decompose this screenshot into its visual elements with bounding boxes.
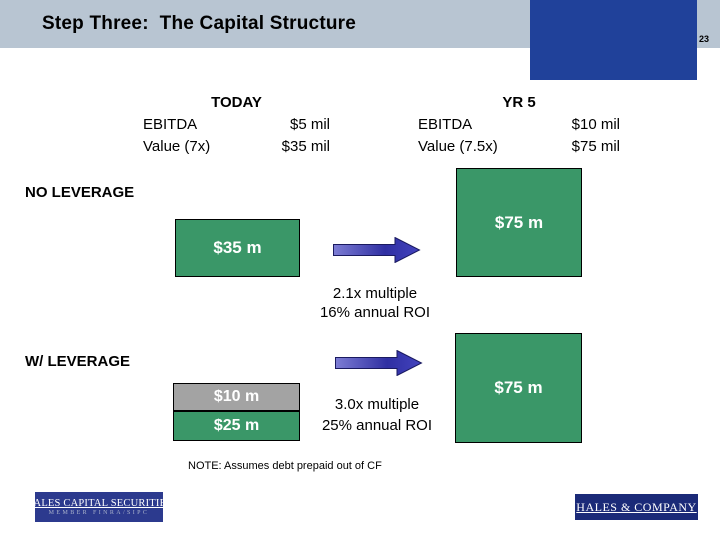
yr5-row-ebitda: EBITDA $10 mil xyxy=(418,114,620,136)
w-leverage-debt-box: $10 m xyxy=(173,383,300,411)
yr5-row-value: Value (7.5x) $75 mil xyxy=(418,136,620,158)
yr5-value-label: Value (7.5x) xyxy=(418,138,498,155)
yr5-ebitda-value: $10 mil xyxy=(571,116,620,133)
today-value-label: Value (7x) xyxy=(143,138,211,155)
growth-arrow-icon xyxy=(333,237,421,263)
w-leverage-end-box: $75 m xyxy=(455,333,582,443)
right-logo-title: HALES & COMPANY xyxy=(576,499,697,514)
w-leverage-heading: W/ LEVERAGE xyxy=(25,353,131,370)
page-number: 23 xyxy=(699,34,710,44)
no-leverage-returns: 2.1x multiple 16% annual ROI xyxy=(280,284,470,322)
footnote: NOTE: Assumes debt prepaid out of CF xyxy=(188,460,382,472)
left-logo-subtitle: MEMBER FINRA/SIPC xyxy=(48,510,150,516)
growth-arrow-icon xyxy=(335,350,423,376)
yr5-value-value: $75 mil xyxy=(571,138,620,155)
yr5-ebitda-label: EBITDA xyxy=(418,116,473,133)
today-ebitda-value: $5 mil xyxy=(289,116,330,133)
yr5-heading: YR 5 xyxy=(502,94,536,111)
slide-title: Step Three: The Capital Structure xyxy=(42,13,357,34)
w-leverage-equity-box: $25 m xyxy=(173,411,300,441)
no-leverage-roi: 16% annual ROI xyxy=(319,304,431,321)
no-leverage-start-value: $35 m xyxy=(213,238,262,257)
w-leverage-returns: 3.0x multiple 25% annual ROI xyxy=(282,394,472,436)
yr5-column: YR 5 EBITDA $10 mil Value (7.5x) $75 mil xyxy=(418,92,620,158)
w-leverage-end-value: $75 m xyxy=(494,378,543,397)
no-leverage-heading: NO LEVERAGE xyxy=(25,184,135,201)
w-leverage-multiple: 3.0x multiple xyxy=(334,396,420,413)
no-leverage-end-box: $75 m xyxy=(456,168,582,277)
no-leverage-end-value: $75 m xyxy=(494,212,544,232)
today-heading: TODAY xyxy=(211,94,262,111)
left-logo-title: HALES CAPITAL SECURITIES xyxy=(25,498,173,509)
today-column: TODAY EBITDA $5 mil Value (7x) $35 mil xyxy=(143,92,330,158)
today-row-value: Value (7x) $35 mil xyxy=(143,136,330,158)
today-value-value: $35 mil xyxy=(281,138,330,155)
today-row-ebitda: EBITDA $5 mil xyxy=(143,114,330,136)
w-leverage-debt-value: $10 m xyxy=(213,388,260,405)
hales-and-company-logo: HALES & COMPANY xyxy=(575,494,698,520)
accent-rectangle xyxy=(530,0,697,80)
today-ebitda-label: EBITDA xyxy=(143,116,198,133)
no-leverage-start-box: $35 m xyxy=(175,219,300,277)
no-leverage-multiple: 2.1x multiple xyxy=(332,285,418,302)
w-leverage-roi: 25% annual ROI xyxy=(321,417,433,434)
w-leverage-equity-value: $25 m xyxy=(213,417,260,434)
hales-capital-securities-logo: HALES CAPITAL SECURITIES MEMBER FINRA/SI… xyxy=(26,492,172,522)
